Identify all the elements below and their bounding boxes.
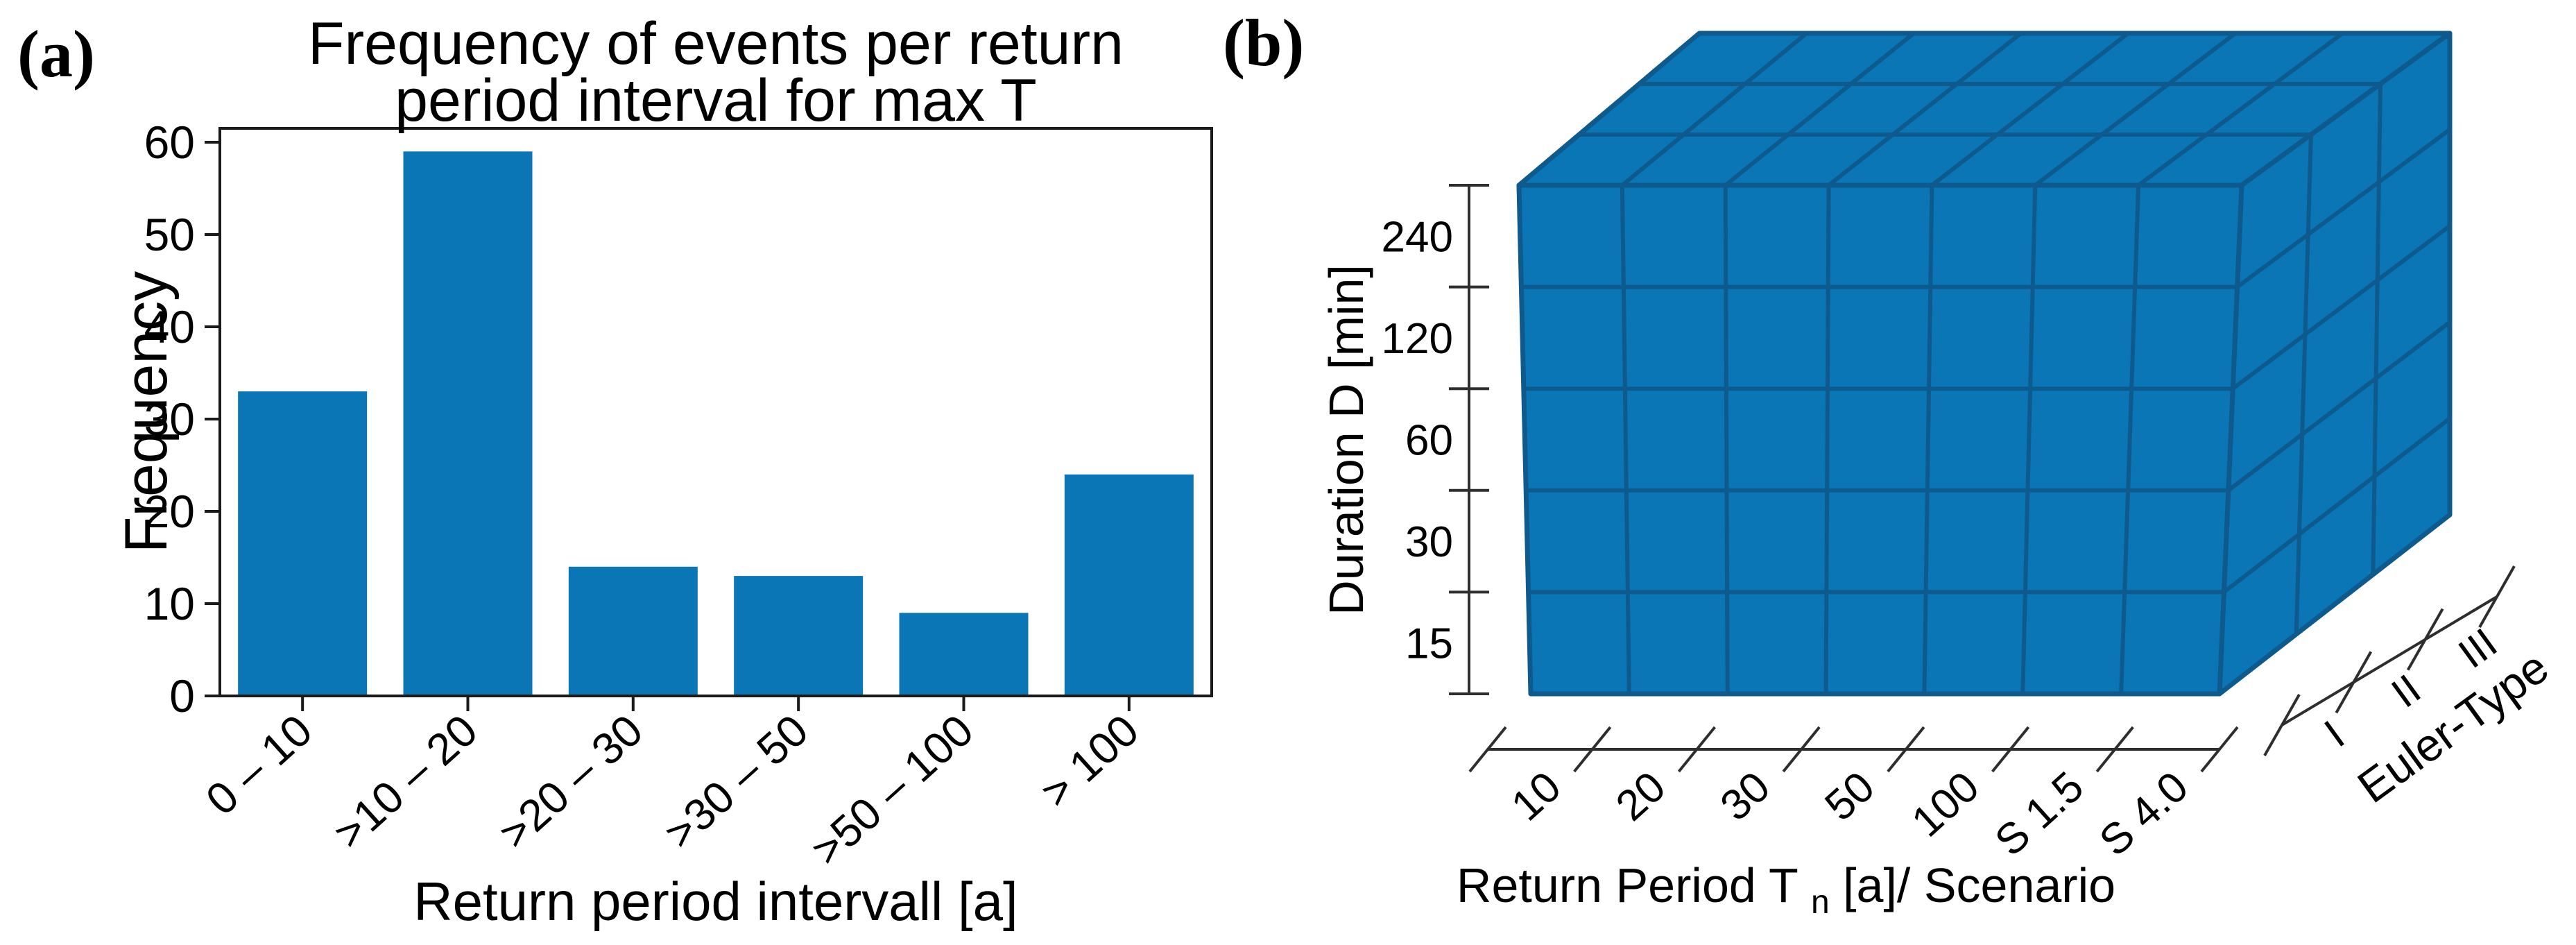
duration-tick-label: 120 [1382, 315, 1453, 363]
axis-label-unit: [a]/ Scenario [1843, 858, 2115, 912]
return-period-tick-label: 10 [1502, 763, 1570, 830]
duration-tick-label: 15 [1405, 620, 1453, 668]
cube-grid-line [2034, 31, 2237, 187]
return-period-tick [1573, 726, 1612, 773]
bar [1064, 474, 1194, 696]
cube-grid-line [2371, 83, 2382, 575]
euler-tick-label: II [2383, 665, 2429, 717]
return-period-tick-label: 30 [1712, 763, 1779, 830]
euler-tick [2478, 565, 2516, 628]
cube-grid-line [2119, 185, 2141, 695]
x-tick-label: > 100 [1031, 705, 1149, 817]
cube-grid-line [2231, 224, 2451, 391]
return-period-tick [1887, 726, 1925, 773]
euler-tick-label: I [2316, 712, 2353, 756]
euler-tick [2406, 608, 2444, 671]
return-period-tick [1677, 726, 1716, 773]
bar [238, 391, 368, 696]
y-tick-label: 30 [144, 393, 195, 445]
cube-grid-line [1620, 185, 1631, 695]
x-tick-label: >50 – 100 [802, 705, 983, 875]
x-tick-label: 0 – 10 [196, 705, 321, 825]
plot-box [218, 127, 1213, 697]
duration-tick-label: 60 [1405, 417, 1453, 465]
duration-axis-label: Duration D [min] [1319, 264, 1373, 615]
euler-axis [2281, 595, 2498, 726]
return-period-tick-label: S 4.0 [2090, 763, 2197, 865]
cube-grid-line [2222, 416, 2451, 594]
chart-title-line1: Frequency of events per return [308, 10, 1124, 77]
panel-a-label: (a) [17, 17, 95, 91]
y-tick-label: 50 [144, 209, 195, 260]
y-tick-label: 20 [144, 486, 195, 537]
x-tick-label: >30 – 50 [655, 705, 818, 858]
y-axis-label: Frequency [113, 271, 180, 553]
y-tick-label: 10 [144, 578, 195, 629]
x-tick-label: >10 – 20 [324, 705, 487, 858]
bar [734, 576, 864, 696]
return-period-tick [2095, 726, 2134, 773]
cube-front-face [1516, 182, 2244, 697]
cube-grid-line [1823, 185, 1831, 695]
cube-grid-line [1930, 31, 2130, 187]
cube-grid-line [1620, 31, 1808, 187]
duration-tick-label: 30 [1405, 518, 1453, 566]
axis-label-subscript: n [1811, 884, 1830, 921]
bar [899, 613, 1029, 696]
x-tick-label: >20 – 30 [490, 705, 653, 858]
return-period-tick [1991, 726, 2030, 773]
cube-grid-line [2235, 128, 2451, 289]
panel-b-label: (b) [1223, 6, 1305, 80]
x-axis-label: Return period intervall [a] [413, 871, 1017, 932]
duration-tick-label: 240 [1382, 213, 1453, 261]
return-period-tick-label: S 1.5 [1986, 763, 2093, 865]
euler-tick [2263, 694, 2301, 756]
return-period-tick [2200, 726, 2239, 773]
cube-grid-line [1724, 31, 1916, 187]
bar [403, 151, 533, 697]
cube-grid-line [1827, 31, 2023, 187]
return-period-tick-label: 100 [1903, 763, 1989, 846]
cube-grid-line [2294, 134, 2313, 635]
return-period-tick-label: 20 [1607, 763, 1674, 830]
cube-grid-line [2020, 185, 2038, 695]
y-tick-label: 60 [144, 117, 195, 168]
return-period-axis-label: Return Period T n [a]/ Scenario [1457, 858, 2115, 923]
euler-tick [2335, 651, 2373, 714]
return-period-tick [1782, 726, 1821, 773]
cube-grid-line [1723, 185, 1730, 695]
bar-chart-panel: 0 10 20 30 40 50 60 0 – 10 >10 – 20 >20 – 30 >30 –… [113, 10, 1213, 932]
cube-grid-line [2137, 31, 2344, 187]
y-tick-label: 0 [169, 670, 195, 722]
cube-grid-line [1922, 185, 1934, 695]
return-period-tick-label: 50 [1816, 763, 1883, 830]
bar [568, 566, 698, 696]
cube-grid-line [2226, 321, 2451, 493]
chart-title-line2: period interval for max T [395, 67, 1037, 134]
return-period-tick [1468, 726, 1507, 773]
axis-label-main: Return Period T [1457, 858, 1798, 912]
y-tick-label: 40 [144, 301, 195, 352]
